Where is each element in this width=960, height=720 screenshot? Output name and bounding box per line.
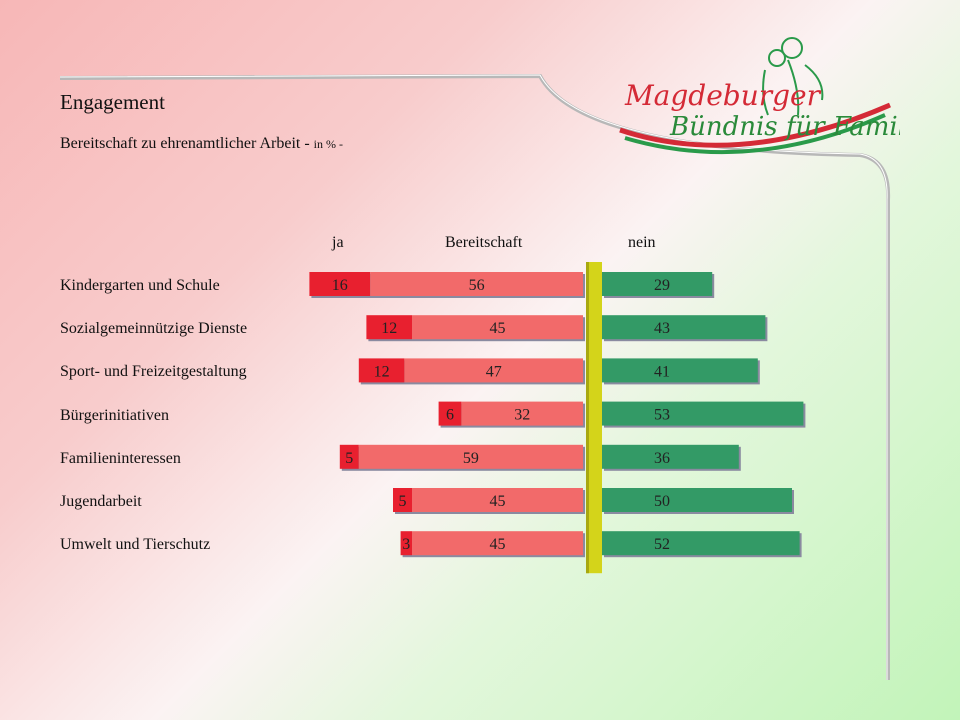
- label-nein: 43: [654, 320, 670, 337]
- page-title: Engagement: [60, 90, 165, 114]
- header-bereitschaft: Bereitschaft: [445, 234, 523, 251]
- label-ja: 5: [345, 450, 353, 467]
- label-bereitschaft: 47: [486, 363, 502, 380]
- subtitle-text: Bereitschaft zu ehrenamtlicher Arbeit -: [60, 135, 314, 152]
- label-bereitschaft: 45: [490, 320, 506, 337]
- category-label: Familieninteressen: [60, 449, 181, 467]
- label-ja: 16: [332, 277, 348, 294]
- label-nein: 29: [654, 277, 670, 294]
- category-label: Sozialgemeinnützige Dienste: [60, 320, 248, 338]
- label-ja: 6: [446, 407, 454, 424]
- label-bereitschaft: 32: [514, 407, 530, 424]
- bar-nein: [602, 531, 800, 556]
- page-subtitle: Bereitschaft zu ehrenamtlicher Arbeit - …: [60, 135, 343, 153]
- category-label: Umwelt und Tierschutz: [60, 536, 211, 554]
- bar-ja: [309, 272, 371, 296]
- label-bereitschaft: 45: [490, 493, 506, 510]
- label-ja: 3: [402, 536, 410, 553]
- bar-bereitschaft: [358, 444, 583, 469]
- header-ja: ja: [332, 234, 344, 251]
- category-label: Kindergarten und Schule: [60, 277, 220, 294]
- label-nein: 52: [654, 536, 670, 553]
- label-ja: 5: [399, 493, 407, 510]
- logo-line1: Magdeburger: [624, 79, 822, 112]
- label-nein: 50: [654, 493, 670, 510]
- bar-ja: [339, 444, 359, 469]
- label-ja: 12: [381, 320, 397, 337]
- bar-nein: [602, 488, 792, 512]
- label-nein: 41: [654, 363, 670, 380]
- bar-bereitschaft: [404, 358, 583, 383]
- bar-bereitschaft: [412, 531, 583, 556]
- label-nein: 36: [654, 450, 670, 467]
- center-divider: [586, 262, 602, 574]
- subtitle-unit: in % -: [313, 137, 343, 151]
- bar-nein: [602, 272, 713, 296]
- category-label: Sport- und Freizeitgestaltung: [60, 363, 247, 381]
- bar-bereitschaft: [461, 401, 583, 426]
- category-label: Bürgerinitiativen: [60, 406, 170, 424]
- bar-ja: [438, 401, 462, 426]
- label-bereitschaft: 56: [469, 277, 485, 294]
- bar-ja: [400, 531, 412, 556]
- bar-ja: [358, 358, 405, 383]
- label-bereitschaft: 45: [490, 536, 506, 553]
- bar-nein: [602, 358, 758, 383]
- logo: Magdeburger Bündnis für Familie: [619, 37, 900, 155]
- bar-bereitschaft: [412, 315, 583, 340]
- bar-ja: [393, 488, 412, 512]
- header-nein: nein: [628, 234, 656, 251]
- label-ja: 12: [374, 363, 390, 380]
- bar-nein: [602, 401, 804, 426]
- label-bereitschaft: 59: [463, 450, 479, 467]
- bar-nein: [602, 315, 766, 340]
- bar-bereitschaft: [370, 272, 583, 296]
- center-divider-edge: [586, 262, 589, 574]
- bar-bereitschaft: [412, 488, 583, 512]
- label-nein: 53: [654, 407, 670, 424]
- logo-line2: Bündnis für Familie: [669, 112, 900, 142]
- bar-ja: [366, 315, 412, 340]
- category-label: Jugendarbeit: [60, 493, 142, 510]
- bar-nein: [602, 444, 739, 469]
